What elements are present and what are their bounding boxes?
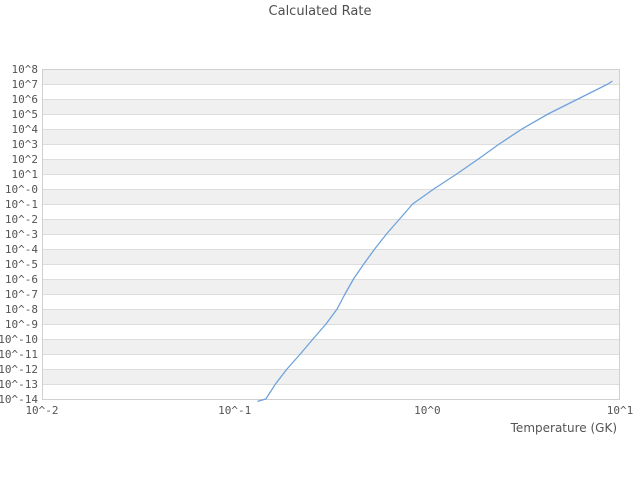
y-tick-label: 10^-11: [0, 348, 38, 361]
x-tick-label: 10^0: [414, 404, 441, 417]
y-tick-label: 10^3: [11, 138, 39, 151]
chart-title: Calculated Rate: [268, 4, 372, 19]
rate-curve: [257, 80, 613, 402]
grid-band: [42, 249, 620, 264]
y-tick-label: 10^5: [11, 108, 39, 121]
grid-band: [42, 324, 620, 339]
y-tick-label: 10^-14: [0, 393, 38, 406]
y-tick-label: 10^-3: [4, 228, 38, 241]
y-tick-label: 10^1: [11, 168, 39, 181]
y-tick-label: 10^8: [11, 63, 39, 76]
y-tick-label: 10^-6: [4, 273, 38, 286]
y-tick-label: 10^-8: [4, 303, 38, 316]
grid-band: [42, 294, 620, 309]
y-tick-label: 10^-1: [4, 198, 38, 211]
y-tick-label: 10^-5: [4, 258, 38, 271]
x-axis-title: Temperature (GK): [510, 421, 617, 435]
grid-band: [42, 219, 620, 234]
y-tick-label: 10^6: [11, 93, 39, 106]
y-tick-label: 10^4: [11, 123, 39, 136]
y-tick-label: 10^-13: [0, 378, 38, 391]
grid-band: [42, 204, 620, 219]
grid-band: [42, 369, 620, 384]
x-tick-label: 10^-1: [218, 404, 252, 417]
grid-band: [42, 84, 620, 99]
grid-band: [42, 144, 620, 159]
y-tick-label: 10^-4: [4, 243, 38, 256]
grid-band: [42, 174, 620, 189]
grid-band: [42, 234, 620, 249]
y-tick-label: 10^-9: [4, 318, 38, 331]
y-tick-label: 10^-2: [4, 213, 38, 226]
y-tick-label: 10^-0: [4, 183, 38, 196]
y-tick-label: 10^-10: [0, 333, 38, 346]
grid-band: [42, 159, 620, 174]
y-tick-label: 10^2: [11, 153, 39, 166]
x-tick-label: 10^-2: [25, 404, 59, 417]
y-tick-label: 10^-7: [4, 288, 38, 301]
grid-band: [42, 384, 620, 399]
plot-border: [42, 69, 620, 400]
grid-band: [42, 279, 620, 294]
x-tick-label: 10^1: [606, 404, 634, 417]
grid-band: [42, 129, 620, 144]
grid-band: [42, 339, 620, 354]
grid-band: [42, 114, 620, 129]
grid-band: [42, 99, 620, 114]
grid-band: [42, 189, 620, 204]
y-tick-label: 10^7: [11, 78, 39, 91]
y-tick-label: 10^-12: [0, 363, 38, 376]
grid-band: [42, 264, 620, 279]
grid-band: [42, 354, 620, 369]
grid-band: [42, 69, 620, 84]
